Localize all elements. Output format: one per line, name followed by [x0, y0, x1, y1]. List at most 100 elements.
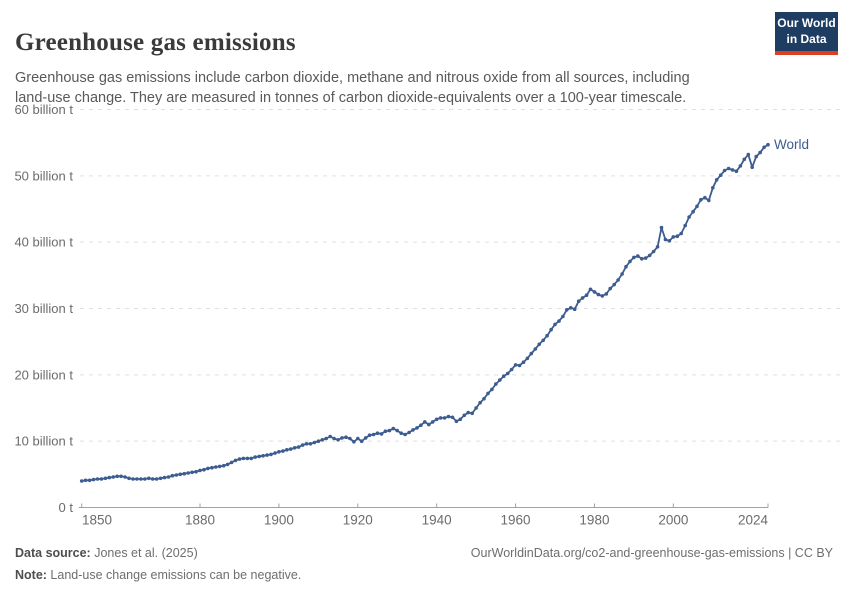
data-point: [474, 406, 478, 410]
data-point: [604, 292, 609, 296]
data-point: [292, 446, 297, 450]
data-point: [269, 452, 273, 457]
data-point: [391, 426, 396, 431]
data-point: [699, 197, 703, 202]
data-point: [158, 476, 163, 481]
data-source-label: Data source:: [15, 546, 91, 560]
data-point: [154, 477, 159, 481]
data-point: [304, 442, 309, 446]
data-point: [711, 186, 715, 190]
data-point: [206, 466, 210, 471]
data-point: [340, 436, 344, 440]
data-point: [545, 333, 549, 338]
data-point: [687, 215, 691, 219]
data-point: [308, 442, 313, 446]
data-point: [494, 382, 498, 386]
data-point: [647, 253, 652, 258]
series-line-world[interactable]: [81, 143, 769, 482]
data-point: [190, 470, 194, 475]
data-point: [348, 436, 352, 441]
data-point: [214, 465, 218, 469]
data-point: [714, 178, 719, 182]
data-point: [407, 430, 411, 435]
data-point: [233, 458, 238, 463]
data-point: [513, 363, 518, 367]
data-point: [198, 468, 202, 473]
data-point: [229, 460, 234, 465]
data-point: [95, 477, 100, 481]
data-point: [371, 432, 376, 437]
data-point: [446, 414, 451, 419]
data-point: [616, 278, 620, 282]
data-point: [612, 282, 616, 287]
x-tick-label: 1920: [343, 513, 373, 528]
data-point: [596, 292, 601, 297]
data-point: [288, 447, 293, 451]
x-tick-label: 1980: [579, 513, 609, 528]
data-point: [569, 306, 573, 310]
data-point: [750, 165, 754, 169]
data-source-line: Data source: Jones et al. (2025): [15, 546, 198, 560]
data-point: [434, 417, 439, 422]
data-point: [707, 198, 711, 203]
data-point: [541, 338, 545, 343]
data-point: [316, 439, 321, 444]
data-point: [119, 474, 123, 479]
data-point: [387, 428, 392, 433]
data-point: [427, 422, 431, 427]
data-point: [99, 477, 104, 481]
data-point: [383, 429, 388, 434]
data-point: [651, 249, 656, 254]
data-point: [107, 475, 112, 480]
data-point: [344, 435, 348, 440]
data-point: [746, 152, 751, 157]
data-point: [241, 456, 246, 461]
data-point: [150, 477, 155, 481]
data-point: [87, 478, 92, 483]
data-point: [738, 164, 743, 168]
data-point: [91, 477, 96, 482]
data-point: [221, 463, 226, 468]
data-point: [458, 417, 463, 422]
data-point: [261, 454, 265, 458]
license-link[interactable]: OurWorldinData.org/co2-and-greenhouse-ga…: [470, 546, 833, 560]
data-point: [655, 245, 660, 249]
y-tick-label: 20 billion t: [14, 367, 73, 382]
data-point: [592, 290, 597, 294]
data-point: [636, 254, 640, 258]
data-point: [498, 378, 502, 382]
data-point: [277, 450, 281, 454]
data-point: [580, 296, 585, 300]
data-point: [143, 477, 147, 481]
x-tick-label: 2000: [658, 513, 688, 528]
data-point: [419, 423, 423, 428]
data-point: [131, 477, 135, 481]
series-end-label[interactable]: World: [774, 137, 809, 152]
owid-logo[interactable]: Our World in Data: [775, 12, 838, 55]
y-tick-label: 30 billion t: [14, 301, 73, 316]
data-point: [249, 456, 254, 461]
data-point: [762, 145, 766, 150]
data-point: [147, 476, 151, 481]
data-point: [438, 416, 443, 420]
data-point: [766, 142, 770, 147]
data-point: [482, 396, 486, 401]
data-point: [525, 356, 530, 361]
series-markers: [79, 142, 770, 483]
data-source-value: Jones et al. (2025): [90, 546, 198, 560]
data-point: [79, 479, 84, 483]
data-point: [257, 454, 262, 459]
data-point: [332, 436, 336, 441]
data-point: [486, 391, 490, 396]
data-point: [640, 257, 644, 261]
data-point: [572, 307, 577, 312]
data-point: [454, 419, 459, 424]
data-point: [509, 367, 514, 372]
x-tick-label: 1880: [185, 513, 215, 528]
x-tick-label: 1850: [82, 513, 112, 528]
data-point: [430, 420, 435, 424]
data-point: [210, 465, 214, 470]
data-point: [265, 453, 269, 457]
data-point: [336, 438, 340, 442]
